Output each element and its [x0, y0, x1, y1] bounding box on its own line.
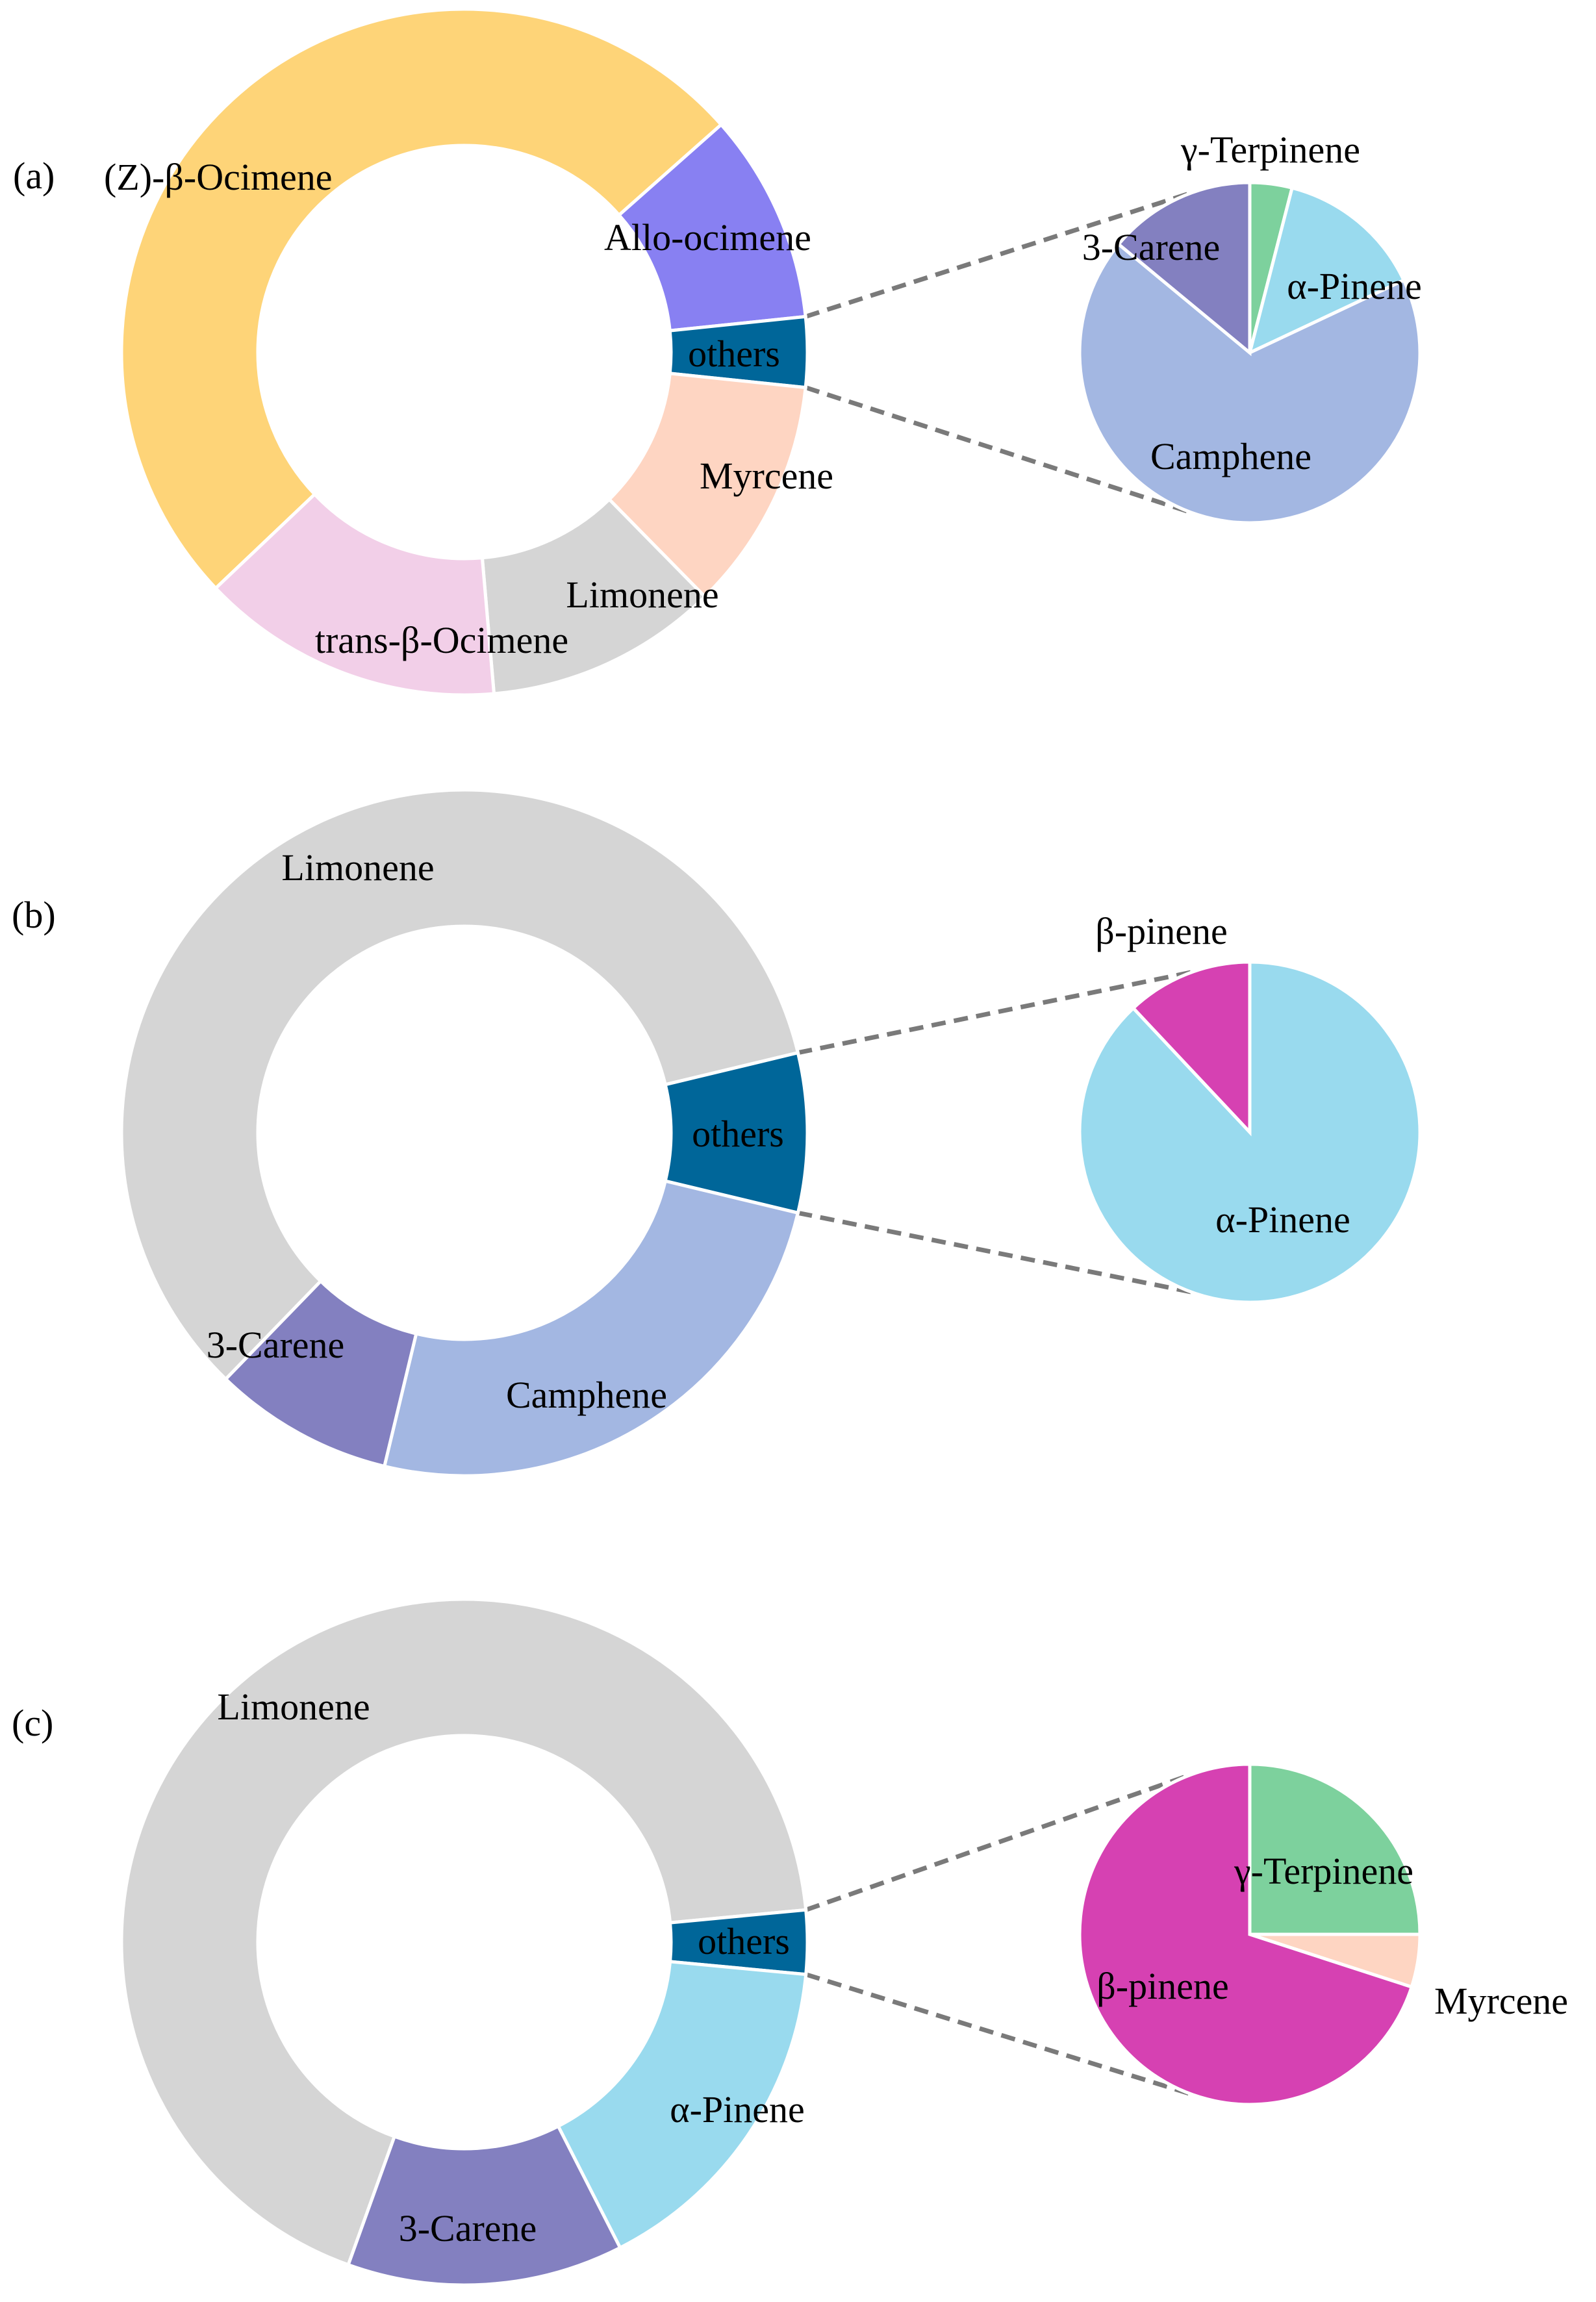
ring-label-others: others: [688, 333, 780, 375]
ring-label-limonene: Limonene: [566, 574, 718, 616]
ring-slice-myrcene: [607, 372, 807, 600]
sub-label-camphene: Camphene: [1150, 435, 1311, 477]
ring-slice-camphene: [382, 1179, 800, 1478]
others-breakdown-labels: γ-Terpinene α-Pinene Camphene 3-Carene: [1082, 129, 1422, 477]
panel-label: (a): [13, 155, 55, 197]
sub-label-γ-terpinene: γ-Terpinene: [1234, 1850, 1413, 1892]
others-breakdown-labels: α-Pinene β-pinene: [1095, 910, 1350, 1241]
donut-ring: [120, 7, 809, 697]
panel-label: (c): [12, 1702, 53, 1744]
ring-label-limonene: Limonene: [281, 846, 434, 889]
ring-slice-3-carene: [346, 2123, 623, 2287]
panel-a: (Z)-β-Ocimene Allo-ocimene others Myrcene Li…: [13, 7, 1422, 697]
ring-label-3-carene: 3-Carene: [207, 1324, 345, 1366]
others-breakdown-pie: [1078, 960, 1422, 1304]
ring-slice-limonene: [120, 1597, 808, 2267]
sub-label-α-pinene: α-Pinene: [1215, 1198, 1350, 1241]
ring-label-trans-β-ocimene: trans-β-Ocimene: [315, 619, 568, 661]
sub-label-3-carene: 3-Carene: [1082, 226, 1221, 268]
sub-slice-3-carene: [1116, 181, 1252, 357]
donut-labels: (Z)-β-Ocimene Allo-ocimene others Myrcene Li…: [104, 156, 833, 661]
sub-slice-α-pinene: [1247, 186, 1406, 356]
donut-labels: Limonene others α-Pinene 3-Carene: [217, 1686, 804, 2249]
sub-slice-β-pinene: [1131, 960, 1252, 1137]
sub-slice-α-pinene: [1078, 960, 1422, 1304]
ring-slice-z-β-ocimene: [120, 7, 724, 591]
sub-label-β-pinene: β-pinene: [1095, 910, 1227, 952]
sub-label-β-pinene: β-pinene: [1096, 1965, 1228, 2007]
donut-ring: [120, 1597, 809, 2287]
ring-slice-trans-β-ocimene: [213, 492, 496, 697]
ring-slice-α-pinene: [556, 1960, 808, 2250]
others-breakdown-pie: [1078, 1762, 1422, 2106]
sub-label-α-pinene: α-Pinene: [1287, 265, 1422, 307]
sub-slice-γ-terpinene: [1248, 1762, 1422, 1936]
donut-ring: [120, 788, 809, 1478]
donut-labels: Limonene others Camphene 3-Carene: [207, 846, 784, 1416]
others-breakdown-pie: [1078, 181, 1422, 525]
others-breakdown-labels: γ-Terpinene Myrcene β-pinene: [1096, 1850, 1568, 2022]
ring-label-z-β-ocimene: (Z)-β-Ocimene: [104, 156, 333, 198]
ring-slice-3-carene: [223, 1278, 418, 1469]
ring-label-α-pinene: α-Pinene: [670, 2088, 805, 2131]
ring-label-3-carene: 3-Carene: [399, 2207, 537, 2249]
sub-label-γ-terpinene: γ-Terpinene: [1180, 129, 1360, 171]
ring-label-allo-ocimene: Allo-ocimene: [604, 216, 811, 259]
ring-label-others: others: [698, 1920, 790, 1962]
ring-label-others: others: [692, 1113, 784, 1155]
sub-slice-β-pinene: [1078, 1762, 1414, 2106]
ring-slice-limonene: [480, 497, 707, 696]
panel-c: Limonene others α-Pinene 3-Carene γ-Terpine…: [12, 1597, 1568, 2287]
ring-slice-limonene: [120, 788, 800, 1382]
ring-label-camphene: Camphene: [506, 1374, 667, 1416]
panel-label: (b): [12, 894, 56, 936]
panel-b: Limonene others Camphene 3-Carene α-Pinene β…: [12, 788, 1422, 1478]
sub-label-myrcene: Myrcene: [1434, 1980, 1568, 2022]
sub-slice-camphene: [1078, 242, 1422, 525]
ring-label-limonene: Limonene: [217, 1686, 370, 1728]
ring-label-myrcene: Myrcene: [700, 455, 833, 497]
